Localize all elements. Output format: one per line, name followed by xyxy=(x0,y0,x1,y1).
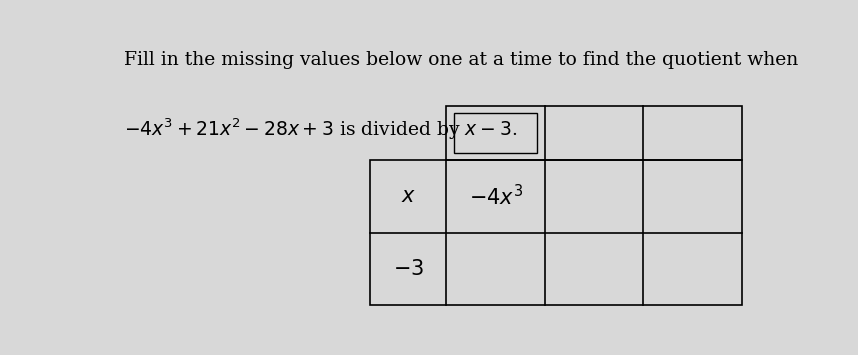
Text: $-3$: $-3$ xyxy=(393,259,424,279)
Bar xyxy=(455,113,537,153)
Bar xyxy=(446,106,741,160)
Text: $x$: $x$ xyxy=(401,186,415,206)
Bar xyxy=(370,160,741,305)
Text: $-4x^3$: $-4x^3$ xyxy=(468,184,523,209)
Text: $-4x^3 + 21x^2 - 28x + 3$ is divided by $x - 3$.: $-4x^3 + 21x^2 - 28x + 3$ is divided by … xyxy=(124,116,517,142)
Text: Fill in the missing values below one at a time to find the quotient when: Fill in the missing values below one at … xyxy=(124,51,798,69)
